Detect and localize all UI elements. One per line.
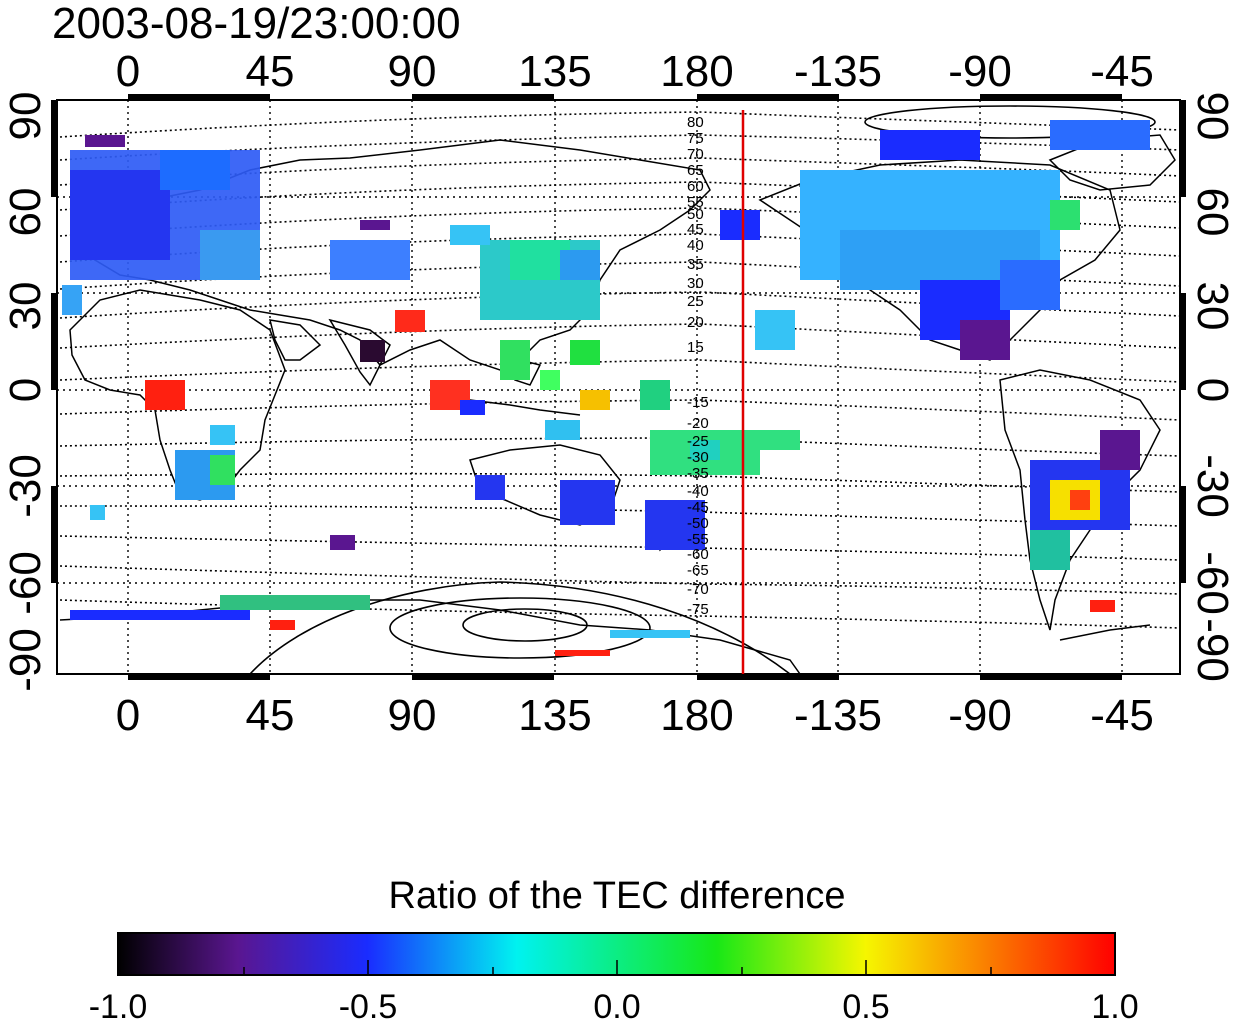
contour-label: 15 xyxy=(687,339,704,356)
contour-label: -55 xyxy=(687,531,709,548)
right-tick-label: -90 xyxy=(1188,618,1237,682)
contour-label: 60 xyxy=(687,178,704,195)
colorbar-tick-label: 0.0 xyxy=(593,988,640,1024)
top-tick-label: -90 xyxy=(948,47,1012,96)
colorbar-tick-label: 0.5 xyxy=(842,988,889,1024)
colorbar: Ratio of the TEC difference -1.0 -0.5 0.… xyxy=(89,875,1139,1024)
top-tick-label: 45 xyxy=(246,47,295,96)
top-tick-label: 0 xyxy=(116,47,140,96)
top-tick-label: 90 xyxy=(388,47,437,96)
contour-label: 25 xyxy=(687,293,704,310)
contour-label: 20 xyxy=(687,314,704,331)
contour-label: -40 xyxy=(687,483,709,500)
contour-label: -50 xyxy=(687,515,709,532)
plot-title: 2003-08-19/23:00:00 xyxy=(52,0,461,48)
contour-label: 55 xyxy=(687,194,704,211)
colorbar-ticks xyxy=(243,960,992,975)
axis-tick-bars xyxy=(51,94,1186,680)
contour-label: 70 xyxy=(687,146,704,163)
contour-label: -75 xyxy=(687,601,709,618)
left-tick-label: 30 xyxy=(1,282,50,331)
right-tick-label: 30 xyxy=(1188,282,1237,331)
top-tick-label: -135 xyxy=(794,47,882,96)
bottom-tick-label: -135 xyxy=(794,691,882,740)
left-tick-label: -60 xyxy=(1,551,50,615)
colorbar-tick-label: -0.5 xyxy=(339,988,398,1024)
contour-label: -30 xyxy=(687,449,709,466)
top-axis-labels: 0 45 90 135 180 -135 -90 -45 xyxy=(116,47,1154,96)
left-tick-label: 60 xyxy=(1,188,50,237)
left-axis-labels: 90 60 30 0 -30 -60 -90 xyxy=(1,92,50,692)
right-tick-label: 0 xyxy=(1188,378,1237,402)
colorbar-title: Ratio of the TEC difference xyxy=(389,875,846,917)
tec-data-patches xyxy=(62,120,1150,656)
colorbar-tick-label: -1.0 xyxy=(89,988,148,1024)
map-panel: 80 75 70 65 60 55 50 45 40 35 30 25 20 1… xyxy=(56,99,1181,675)
bottom-tick-label: 45 xyxy=(246,691,295,740)
bottom-tick-label: -45 xyxy=(1090,691,1154,740)
colorbar-tick-label: 1.0 xyxy=(1091,988,1138,1024)
contour-label: 75 xyxy=(687,130,704,147)
contour-label: -65 xyxy=(687,562,709,579)
bottom-tick-label: 180 xyxy=(660,691,733,740)
contour-label: 65 xyxy=(687,162,704,179)
contour-label: 80 xyxy=(687,114,704,131)
polar-contours xyxy=(249,105,1156,674)
contour-label: -25 xyxy=(687,433,709,450)
right-tick-label: 90 xyxy=(1188,92,1237,141)
contour-label: -70 xyxy=(687,581,709,598)
contour-labels: 80 75 70 65 60 55 50 45 40 35 30 25 20 1… xyxy=(687,114,709,618)
bottom-axis-labels: 0 45 90 135 180 -135 -90 -45 xyxy=(116,691,1154,740)
bottom-tick-label: 0 xyxy=(116,691,140,740)
top-tick-label: 135 xyxy=(518,47,591,96)
bottom-tick-label: 90 xyxy=(388,691,437,740)
contour-label: 30 xyxy=(687,275,704,292)
left-tick-label: 0 xyxy=(1,378,50,402)
contour-label: 50 xyxy=(687,206,704,223)
left-tick-label: -30 xyxy=(1,454,50,518)
bottom-tick-label: 135 xyxy=(518,691,591,740)
right-tick-label: 60 xyxy=(1188,188,1237,237)
contour-label: 45 xyxy=(687,221,704,238)
bottom-tick-label: -90 xyxy=(948,691,1012,740)
top-tick-label: 180 xyxy=(660,47,733,96)
contour-label: -20 xyxy=(687,415,709,432)
contour-label: -35 xyxy=(687,465,709,482)
contour-label: -15 xyxy=(687,394,709,411)
contour-label: -45 xyxy=(687,499,709,516)
right-tick-label: -30 xyxy=(1188,454,1237,518)
top-tick-label: -45 xyxy=(1090,47,1154,96)
right-axis-labels: 90 60 30 0 -30 -60 -90 xyxy=(1188,92,1237,682)
contour-label: -60 xyxy=(687,546,709,563)
right-tick-label: -60 xyxy=(1188,551,1237,615)
contour-label: 40 xyxy=(687,237,704,254)
left-tick-label: -90 xyxy=(1,628,50,692)
contour-label: 35 xyxy=(687,256,704,273)
left-tick-label: 90 xyxy=(1,92,50,141)
